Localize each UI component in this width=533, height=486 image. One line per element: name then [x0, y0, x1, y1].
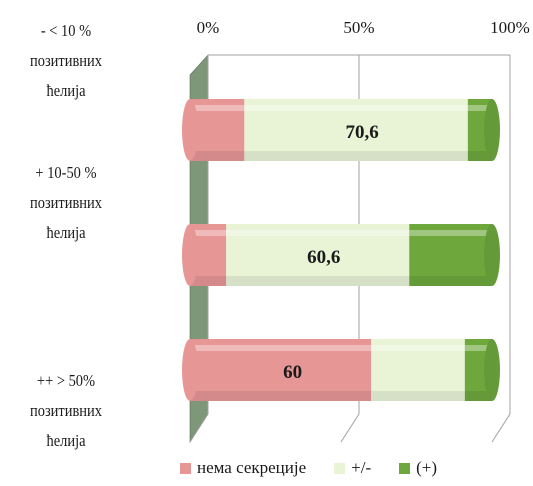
- bar-shade: [226, 276, 410, 286]
- gridline-depth: [340, 413, 360, 443]
- category-label-line: + 10-50 %: [35, 163, 97, 182]
- legend-label: +/-: [351, 458, 372, 477]
- x-tick-label: 0%: [197, 18, 220, 37]
- x-tick-label: 100%: [490, 18, 530, 37]
- category-label-line: ++ > 50%: [36, 371, 96, 390]
- legend-swatch: [399, 462, 411, 474]
- data-label: 70,6: [345, 122, 378, 143]
- category-label-line: позитивних: [30, 401, 102, 420]
- bar-start-cap: [182, 99, 198, 161]
- bar-shade: [371, 391, 465, 401]
- legend-label: (+): [416, 458, 438, 477]
- legend-item: +/-: [334, 458, 371, 478]
- bar-end-cap: [484, 339, 500, 401]
- legend-label: нема секреције: [197, 458, 307, 477]
- chart-legend: нема секреције +/- (+): [180, 458, 437, 478]
- gridline-depth: [189, 413, 209, 443]
- data-label: 60,6: [307, 247, 340, 268]
- bar-highlight: [244, 105, 468, 111]
- category-label-line: ћелија: [46, 223, 86, 242]
- legend-swatch: [180, 462, 191, 474]
- category-label: - < 10 % позитивних ћелија: [15, 16, 117, 106]
- bar-start-cap: [182, 224, 198, 286]
- category-label-line: ћелија: [46, 431, 86, 450]
- bar-highlight: [226, 230, 410, 236]
- bar-shade: [409, 276, 492, 286]
- bar-shade: [190, 391, 372, 401]
- bar-start-cap: [182, 339, 198, 401]
- bar-highlight: [409, 230, 492, 236]
- chart-labels: 70,6 60,6 60: [283, 122, 379, 383]
- category-label-line: ћелија: [46, 81, 86, 100]
- category-label-line: позитивних: [30, 193, 102, 212]
- bar-end-cap-shade: [484, 339, 500, 401]
- chart-bars: [182, 99, 500, 401]
- bar-shade: [464, 391, 492, 401]
- data-label: 60: [283, 362, 302, 383]
- category-label: + 10-50 % позитивних ћелија: [15, 158, 117, 248]
- bar-shade: [244, 151, 468, 161]
- category-label-line: - < 10 %: [40, 21, 92, 40]
- x-tick-label: 50%: [343, 18, 374, 37]
- bar-segment: [190, 99, 245, 161]
- legend-item: (+): [399, 458, 437, 478]
- bar-end-cap-shade: [484, 99, 500, 161]
- bar-shade: [190, 151, 245, 161]
- legend-swatch: [334, 462, 346, 474]
- bar-end-cap: [484, 99, 500, 161]
- bar-highlight: [190, 105, 245, 111]
- gridline-depth: [491, 413, 511, 443]
- bar-highlight: [190, 230, 227, 236]
- category-label: ++ > 50% позитивних ћелија: [15, 366, 117, 456]
- category-label-line: позитивних: [30, 51, 102, 70]
- bar-end-cap-shade: [484, 224, 500, 286]
- bar-highlight: [464, 345, 492, 351]
- bar-shade: [190, 276, 227, 286]
- bar-segment: [226, 224, 410, 286]
- bar-shade: [467, 151, 492, 161]
- bar-segment: [409, 224, 492, 286]
- bar-segment: [190, 339, 372, 401]
- bar-highlight: [371, 345, 465, 351]
- legend-item: нема секреције: [180, 458, 306, 478]
- bar-end-cap: [484, 224, 500, 286]
- bar-segment: [244, 99, 468, 161]
- bar-segment: [371, 339, 465, 401]
- bar-highlight: [467, 105, 492, 111]
- bar-highlight: [190, 345, 372, 351]
